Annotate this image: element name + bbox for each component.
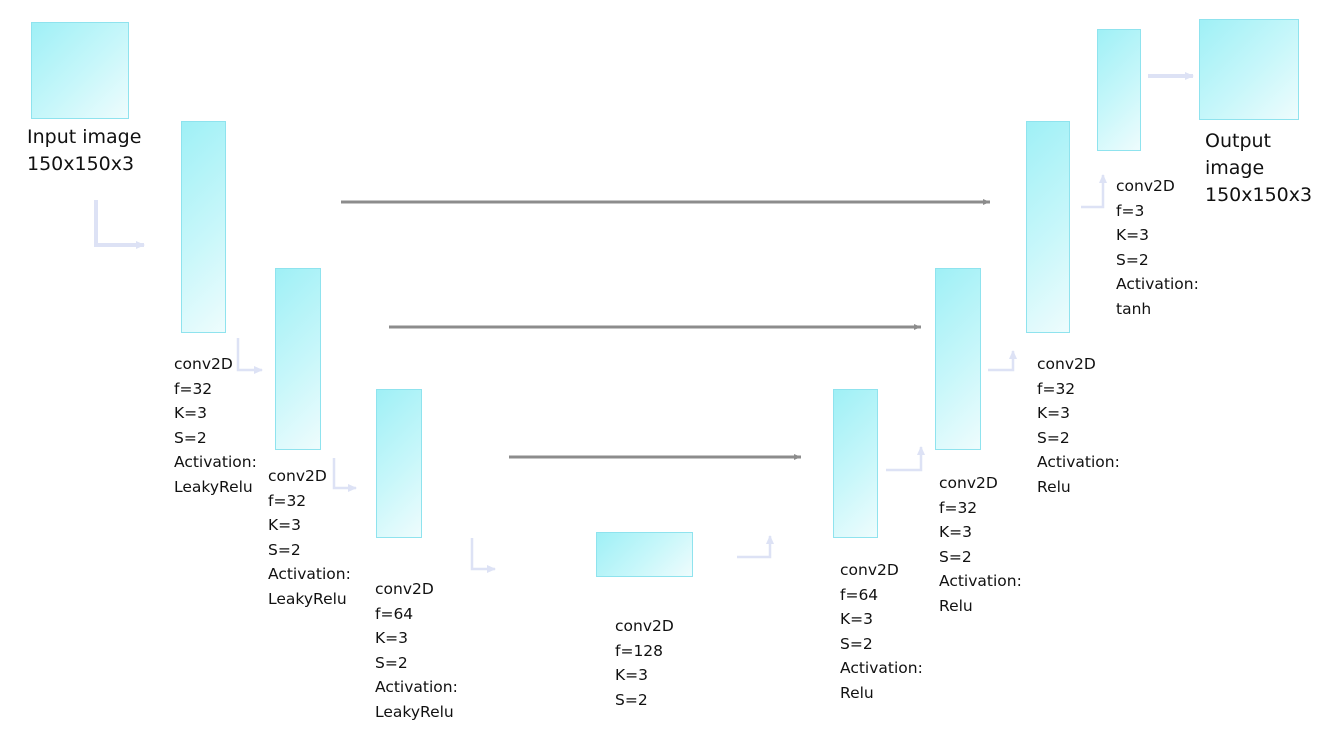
layer-label-enc3: conv2D f=64 K=3 S=2 Activation: LeakyRel…	[375, 577, 458, 724]
encoder-block-1	[181, 121, 226, 333]
layer-param: f=128	[615, 641, 664, 660]
flow-arrow-dec3	[1081, 174, 1107, 209]
layer-label-dec4: conv2D f=3 K=3 S=2 Activation: tanh	[1116, 174, 1199, 321]
decoder-block-4	[1097, 29, 1141, 151]
layer-param: S=2	[840, 634, 873, 653]
input-label-line: Input image	[27, 126, 142, 148]
layer-param: conv2D	[939, 474, 998, 492]
layer-param: Relu	[840, 683, 874, 702]
layer-param: Activation:	[174, 453, 257, 471]
layer-param: S=2	[375, 653, 408, 672]
layer-param: K=3	[375, 629, 409, 647]
flow-arrow-enc1	[236, 338, 263, 374]
layer-label-enc2: conv2D f=32 K=3 S=2 Activation: LeakyRel…	[268, 464, 351, 611]
layer-param: Activation:	[840, 659, 923, 677]
layer-param: f=32	[268, 491, 307, 510]
layer-label-dec1: conv2D f=64 K=3 S=2 Activation: Relu	[840, 558, 923, 705]
flow-arrow-bottleneck	[737, 535, 774, 559]
layer-param: Activation:	[939, 572, 1022, 590]
layer-param: K=3	[1116, 226, 1150, 244]
layer-param: K=3	[939, 523, 973, 541]
output-label-line: image	[1205, 157, 1265, 179]
layer-param: S=2	[1037, 428, 1070, 447]
layer-param: conv2D	[840, 561, 899, 579]
layer-param: S=2	[615, 690, 648, 709]
layer-param: S=2	[939, 547, 972, 566]
layer-param: Activation:	[268, 565, 351, 583]
layer-param: LeakyRelu	[268, 589, 347, 608]
flow-arrow-enc2	[332, 458, 357, 492]
encoder-block-3	[376, 389, 422, 538]
output-image-block	[1199, 19, 1299, 120]
layer-label-dec3: conv2D f=32 K=3 S=2 Activation: Relu	[1037, 352, 1120, 499]
layer-param: f=64	[840, 585, 879, 604]
layer-label-enc1: conv2D f=32 K=3 S=2 Activation: LeakyRel…	[174, 352, 257, 499]
layer-param: K=3	[840, 610, 874, 628]
layer-param: f=32	[174, 379, 213, 398]
input-label: Input image 150x150x3	[27, 124, 141, 178]
layer-param: conv2D	[615, 617, 674, 635]
layer-param: conv2D	[1037, 355, 1096, 373]
output-label-line: 150x150x3	[1205, 184, 1313, 206]
layer-param: Activation:	[1116, 275, 1199, 293]
layer-param: tanh	[1116, 299, 1152, 318]
bottleneck-block	[596, 532, 693, 577]
layer-param: S=2	[1116, 250, 1149, 269]
layer-param: conv2D	[375, 580, 434, 598]
layer-param: K=3	[1037, 404, 1071, 422]
layer-param: S=2	[268, 540, 301, 559]
output-label-line: Output	[1205, 130, 1271, 152]
layer-param: LeakyRelu	[375, 702, 454, 721]
output-label: Output image 150x150x3	[1205, 128, 1312, 209]
flow-arrow-input	[94, 200, 145, 249]
layer-param: Relu	[939, 596, 973, 615]
decoder-block-3	[1026, 121, 1070, 333]
layer-param: K=3	[174, 404, 208, 422]
layer-param: LeakyRelu	[174, 477, 253, 496]
layer-param: f=3	[1116, 201, 1145, 220]
input-label-line: 150x150x3	[27, 153, 135, 175]
layer-param: Relu	[1037, 477, 1071, 496]
decoder-block-2	[935, 268, 981, 450]
input-image-block	[31, 22, 129, 119]
layer-label-dec2: conv2D f=32 K=3 S=2 Activation: Relu	[939, 471, 1022, 618]
encoder-block-2	[275, 268, 321, 450]
layer-param: S=2	[174, 428, 207, 447]
layer-param: f=64	[375, 604, 414, 623]
layer-param: conv2D	[1116, 177, 1175, 195]
layer-param: f=32	[939, 498, 978, 517]
layer-param: K=3	[268, 516, 302, 534]
layer-param: Activation:	[375, 678, 458, 696]
flow-arrow-dec2	[988, 350, 1017, 372]
layer-label-bottleneck: conv2D f=128 K=3 S=2	[615, 614, 674, 712]
layer-param: conv2D	[174, 355, 233, 373]
flow-arrow-dec1	[886, 446, 925, 472]
layer-param: K=3	[615, 666, 649, 684]
decoder-block-1	[833, 389, 878, 538]
layer-param: f=32	[1037, 379, 1076, 398]
layer-param: conv2D	[268, 467, 327, 485]
layer-param: Activation:	[1037, 453, 1120, 471]
flow-arrow-enc3	[470, 538, 496, 573]
